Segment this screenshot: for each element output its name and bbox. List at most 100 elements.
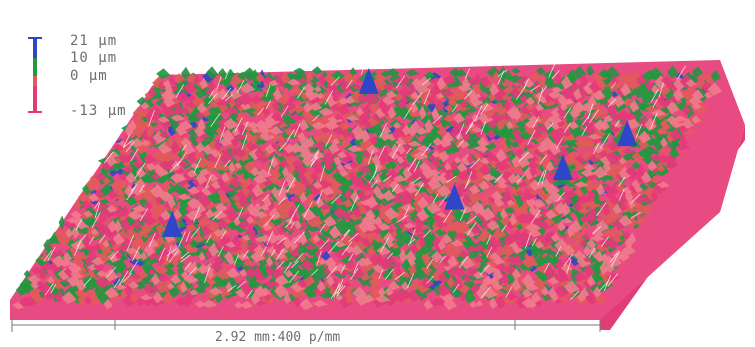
surface-facet [336, 162, 344, 172]
surface-facet [93, 172, 108, 181]
mesh-line [480, 286, 491, 299]
surface-facet [210, 180, 224, 190]
surface-facet [80, 200, 93, 210]
surface-facet [160, 210, 172, 221]
surface-facet [456, 169, 472, 181]
surface-facet [578, 129, 588, 137]
surface-facet [145, 109, 155, 124]
surface-facet [624, 188, 634, 203]
mesh-line [91, 212, 101, 229]
surface-facet [644, 146, 660, 156]
surface-facet [303, 167, 312, 180]
surface-facet [573, 250, 586, 260]
surface-facet [563, 98, 575, 105]
surface-facet [18, 296, 33, 308]
surface-facet [682, 89, 693, 101]
surface-facet [92, 180, 101, 191]
surface-facet [173, 208, 183, 220]
surface-facet [111, 179, 120, 194]
mesh-line [224, 159, 231, 168]
surface-facet [406, 153, 415, 164]
surface-facet [529, 72, 542, 81]
mesh-line [407, 157, 417, 172]
surface-facet [605, 163, 618, 174]
surface-facet [65, 228, 74, 238]
surface-facet [475, 300, 484, 307]
surface-facet [502, 270, 510, 285]
mesh-line [395, 75, 406, 89]
surface-facet [127, 281, 140, 289]
surface-facet [509, 213, 517, 226]
surface-facet [219, 227, 228, 236]
surface-facet [679, 124, 689, 133]
mesh-line [181, 144, 187, 152]
mesh-line [426, 258, 434, 269]
surface-facet [338, 97, 350, 105]
surface-facet [615, 179, 625, 193]
surface-facet [531, 291, 542, 303]
mesh-line [326, 266, 337, 279]
surface-facet [573, 87, 583, 101]
surface-facet [413, 151, 429, 160]
mesh-line [501, 224, 507, 232]
mesh-line [267, 158, 274, 175]
mesh-line [123, 139, 133, 149]
mesh-line [391, 143, 401, 159]
surface-facet [466, 153, 475, 164]
mesh-line [563, 253, 574, 267]
mesh-line [458, 255, 469, 269]
mesh-line [587, 103, 594, 120]
mesh-line [439, 194, 448, 207]
surface-facet [399, 72, 410, 87]
surface-facet [267, 232, 279, 245]
surface-facet [198, 117, 206, 132]
surface-facet [129, 293, 139, 303]
surface-facet [606, 261, 615, 273]
surface-facet [410, 91, 420, 100]
mesh-line [614, 119, 620, 128]
surface-facet [312, 180, 323, 189]
surface-facet [261, 233, 270, 243]
surface-facet [253, 244, 266, 256]
surface-facet [143, 243, 156, 257]
surface-facet [273, 87, 283, 101]
mesh-line [348, 232, 359, 242]
mesh-line [457, 140, 464, 148]
surface-facet [296, 287, 310, 297]
surface-facet [544, 215, 555, 226]
surface-facet [281, 166, 290, 178]
surface-facet [394, 92, 404, 102]
surface-facet [634, 217, 647, 226]
mesh-line [237, 206, 244, 220]
mesh-line [391, 184, 399, 193]
surface-facet [317, 92, 325, 100]
surface-facet [392, 261, 402, 268]
surface-facet [438, 239, 446, 251]
surface-facet [198, 251, 206, 262]
surface-facet [104, 287, 120, 299]
surface-facet [94, 219, 105, 230]
surface-facet [521, 288, 533, 298]
mesh-line [618, 188, 625, 201]
surface-facet [625, 236, 633, 250]
mesh-line [486, 234, 492, 245]
surface-facet [273, 233, 289, 242]
mesh-line [516, 175, 525, 183]
surface-facet [589, 204, 597, 218]
surface-facet [146, 161, 157, 172]
surface-facet [235, 144, 248, 158]
scale-bar-label: 2.92 mm:400 p/mm [215, 330, 340, 345]
surface-facet [583, 195, 596, 203]
surface-facet [123, 293, 136, 308]
mesh-line [341, 241, 353, 256]
mesh-line [126, 185, 137, 201]
surface-facet [180, 236, 192, 247]
surface-facet [330, 70, 346, 80]
mesh-line [412, 92, 423, 106]
surface-facet [374, 221, 382, 235]
mesh-line [530, 84, 541, 92]
surface-facet [547, 113, 563, 125]
surface-facet [343, 199, 354, 208]
surface-facet [621, 186, 635, 194]
surface-facet [55, 289, 65, 303]
